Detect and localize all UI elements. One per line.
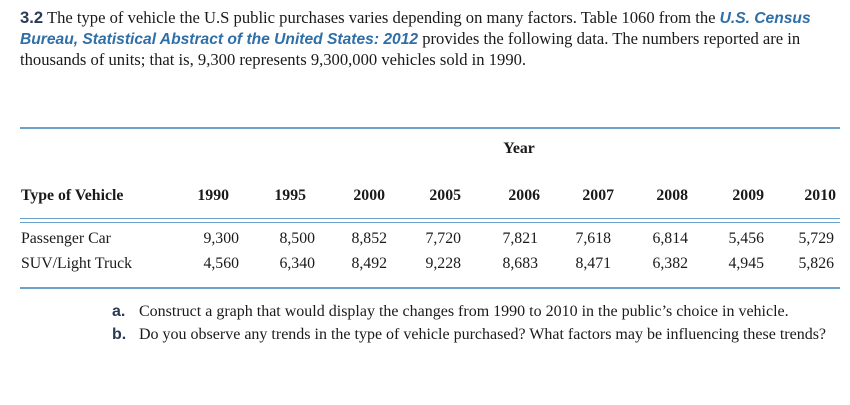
year-header: 2009 xyxy=(732,187,764,204)
year-header: 2005 xyxy=(429,187,461,204)
table-cell: 7,618 xyxy=(575,230,611,247)
table-cell: 4,560 xyxy=(203,255,239,272)
year-header: 2007 xyxy=(582,187,614,204)
table-cell: 6,340 xyxy=(279,255,315,272)
question-text: Construct a graph that would display the… xyxy=(139,303,789,320)
year-header: 1995 xyxy=(274,187,306,204)
table-cell: 5,729 xyxy=(798,230,834,247)
problem-number: 3.2 xyxy=(20,8,44,27)
table-cell: 8,500 xyxy=(279,230,315,247)
question-b: b. Do you observe any trends in the type… xyxy=(112,325,840,345)
table-cell: 7,821 xyxy=(502,230,538,247)
year-header: 2000 xyxy=(353,187,385,204)
question-text: Do you observe any trends in the type of… xyxy=(139,326,827,343)
table-header-rule xyxy=(20,222,840,223)
table-cell: 9,228 xyxy=(425,255,461,272)
problem-text-before: The type of vehicle the U.S public purch… xyxy=(46,8,716,27)
question-a: a. Construct a graph that would display … xyxy=(112,302,840,322)
table-cell: 5,456 xyxy=(728,230,764,247)
row-label-passenger-car: Passenger Car xyxy=(21,230,111,247)
table-cell: 9,300 xyxy=(203,230,239,247)
year-header: 1990 xyxy=(197,187,229,204)
table-cell: 8,492 xyxy=(351,255,387,272)
table-cell: 7,720 xyxy=(425,230,461,247)
year-header: 2010 xyxy=(804,187,836,204)
table-cell: 8,471 xyxy=(575,255,611,272)
problem-text-after: provides the following data. The numbers… xyxy=(20,29,801,69)
table-cell: 6,382 xyxy=(652,255,688,272)
year-header: 2008 xyxy=(656,187,688,204)
source-citation: U.S. Census Bureau, Statistical Abstract… xyxy=(20,10,811,48)
table-cell: 6,814 xyxy=(652,230,688,247)
question-label: b. xyxy=(112,326,127,343)
year-group-header: Year xyxy=(503,140,535,157)
table-cell: 4,945 xyxy=(728,255,764,272)
year-header: 2006 xyxy=(508,187,540,204)
table-cell: 8,683 xyxy=(502,255,538,272)
table-top-rule xyxy=(20,127,840,129)
table-cell: 5,826 xyxy=(798,255,834,272)
table-column-header-rule xyxy=(20,218,840,219)
table-bottom-rule xyxy=(20,287,840,289)
row-header-label: Type of Vehicle xyxy=(21,187,124,204)
problem-statement: 3.2 The type of vehicle the U.S public p… xyxy=(20,8,840,70)
table-cell: 8,852 xyxy=(351,230,387,247)
question-label: a. xyxy=(112,303,126,320)
row-label-suv-light-truck: SUV/Light Truck xyxy=(21,255,133,272)
questions-list: a. Construct a graph that would display … xyxy=(112,302,840,348)
